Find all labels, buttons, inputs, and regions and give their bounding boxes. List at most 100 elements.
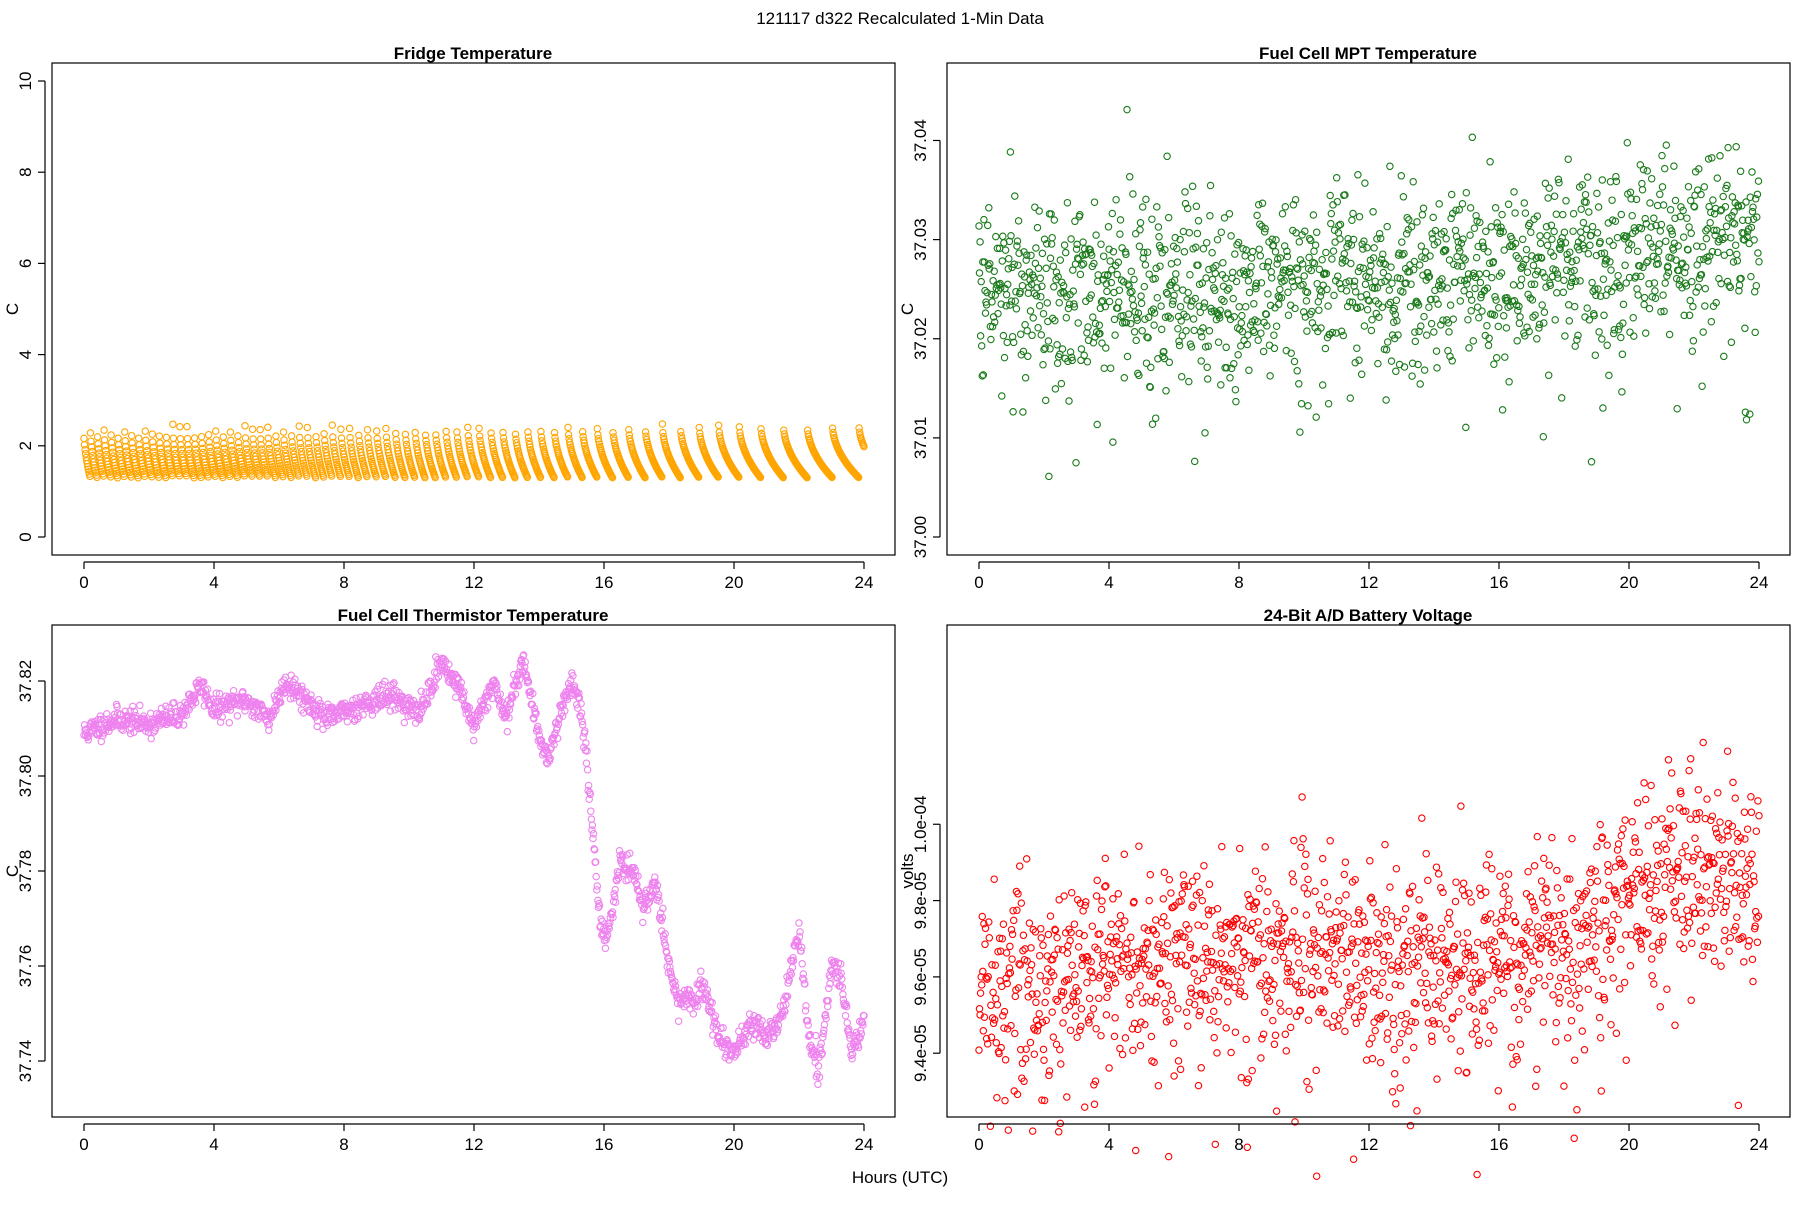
data-point — [1565, 156, 1571, 162]
x-tick-label: 24 — [855, 1135, 874, 1154]
data-point — [1347, 395, 1353, 401]
data-point — [1092, 320, 1098, 326]
data-point — [1040, 942, 1046, 948]
data-point — [1038, 935, 1044, 941]
data-point — [1469, 297, 1475, 303]
data-point — [1136, 372, 1142, 378]
data-point — [1631, 333, 1637, 339]
data-point — [1233, 278, 1239, 284]
data-point — [1095, 272, 1101, 278]
data-point — [346, 425, 352, 431]
data-point — [108, 432, 114, 438]
data-point — [1606, 238, 1612, 244]
data-point — [1212, 1141, 1218, 1147]
data-point — [1703, 228, 1709, 234]
data-point — [992, 292, 998, 298]
data-point — [1587, 242, 1593, 248]
data-point — [1000, 1013, 1006, 1019]
data-point — [1138, 300, 1144, 306]
panel-title: 24-Bit A/D Battery Voltage — [1264, 606, 1473, 625]
data-point — [1428, 320, 1434, 326]
data-point — [1511, 189, 1517, 195]
data-point — [1155, 1083, 1161, 1089]
data-point — [1040, 362, 1046, 368]
data-point — [1329, 256, 1335, 262]
data-point — [1313, 414, 1319, 420]
data-point — [1207, 182, 1213, 188]
data-point — [1393, 297, 1399, 303]
x-tick-label: 16 — [595, 1135, 614, 1154]
data-point — [1124, 106, 1130, 112]
data-point — [1107, 258, 1113, 264]
data-point — [1257, 253, 1263, 259]
data-point — [1195, 922, 1201, 928]
data-point — [465, 424, 471, 430]
data-point — [1040, 311, 1046, 317]
data-point — [1644, 168, 1650, 174]
data-point — [1574, 337, 1580, 343]
data-point — [1070, 267, 1076, 273]
data-point — [280, 429, 286, 435]
data-point — [1436, 201, 1442, 207]
data-point — [184, 435, 190, 441]
data-point — [1298, 401, 1304, 407]
data-point — [1554, 290, 1560, 296]
data-point — [986, 935, 992, 941]
data-point — [976, 270, 982, 276]
data-point — [242, 435, 248, 441]
data-point — [1484, 323, 1490, 329]
data-point — [1514, 338, 1520, 344]
data-point — [1348, 260, 1354, 266]
data-point — [1126, 994, 1132, 1000]
data-point — [1560, 211, 1566, 217]
data-point — [226, 720, 232, 726]
data-point — [1296, 239, 1302, 245]
data-point — [1600, 405, 1606, 411]
data-point — [1134, 990, 1140, 996]
data-point — [1386, 287, 1392, 293]
data-point — [1487, 159, 1493, 165]
data-point — [273, 433, 279, 439]
data-point — [1674, 406, 1680, 412]
y-tick-label: 8 — [16, 167, 35, 176]
data-point — [1146, 897, 1152, 903]
data-point — [1204, 968, 1210, 974]
data-point — [989, 299, 995, 305]
data-point — [383, 425, 389, 431]
data-point — [980, 1028, 986, 1034]
data-point — [1162, 1000, 1168, 1006]
data-point — [1721, 353, 1727, 359]
data-point — [1043, 978, 1049, 984]
data-point — [1073, 460, 1079, 466]
data-point — [1139, 328, 1145, 334]
data-point — [1462, 257, 1468, 263]
data-point — [994, 1095, 1000, 1101]
data-point — [1117, 1045, 1123, 1051]
data-point — [1385, 339, 1391, 345]
data-point — [1200, 975, 1206, 981]
data-point — [1400, 289, 1406, 295]
data-point — [1657, 191, 1663, 197]
data-point — [1137, 983, 1143, 989]
data-point — [393, 430, 399, 436]
data-point — [1137, 227, 1143, 233]
data-point — [1752, 329, 1758, 335]
data-point — [1165, 983, 1171, 989]
data-point — [1406, 217, 1412, 223]
data-point — [1483, 228, 1489, 234]
data-point — [1020, 932, 1026, 938]
x-tick-label: 12 — [465, 1135, 484, 1154]
data-point — [148, 735, 154, 741]
data-point — [1393, 368, 1399, 374]
data-point — [1594, 190, 1600, 196]
y-tick-label: 37.76 — [16, 945, 35, 988]
data-point — [1512, 210, 1518, 216]
y-tick-label: 37.74 — [16, 1040, 35, 1083]
data-point — [1734, 258, 1740, 264]
data-point — [163, 434, 169, 440]
data-point — [1209, 250, 1215, 256]
data-point — [1388, 358, 1394, 364]
data-point — [1400, 194, 1406, 200]
data-point — [1214, 1050, 1220, 1056]
data-point — [1269, 275, 1275, 281]
